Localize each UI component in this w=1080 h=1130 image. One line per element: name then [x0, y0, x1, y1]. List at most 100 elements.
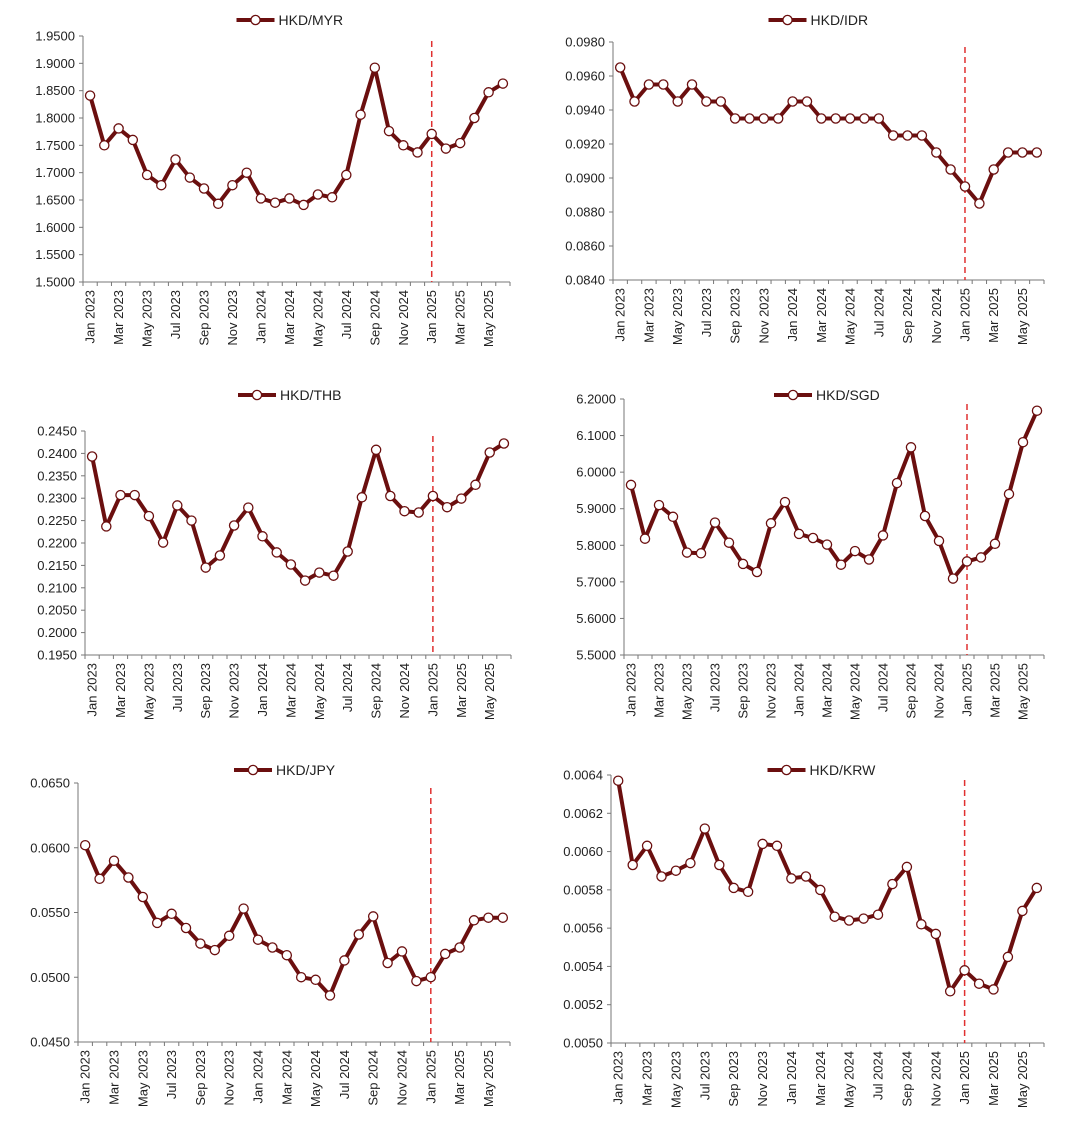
- hkd-myr-data-point: [184, 172, 196, 183]
- hkd-jpy-data-point: [180, 922, 192, 934]
- hkd-myr-y-tick-label: 1.8500: [35, 83, 75, 98]
- hkd-thb-x-tick-label: Nov 2024: [397, 663, 412, 719]
- hkd-sgd-data-point: [1031, 405, 1043, 416]
- hkd-krw-x-tick-label: May 2025: [1015, 1051, 1030, 1108]
- hkd-myr-x-tick-label: May 2025: [481, 290, 496, 347]
- hkd-jpy-x-tick-label: Nov 2024: [395, 1050, 410, 1106]
- hkd-myr-y-tick-label: 1.8000: [35, 111, 75, 126]
- hkd-idr-x-tick-label: Nov 2023: [756, 288, 771, 344]
- hkd-idr-data-point: [772, 113, 784, 124]
- hkd-sgd-data-point: [975, 552, 987, 563]
- hkd-krw-x-tick-label: Mar 2023: [640, 1051, 655, 1106]
- hkd-krw-y-tick-label: 0.0062: [563, 806, 603, 821]
- hkd-krw-data-point: [901, 861, 913, 873]
- hkd-myr-data-point: [255, 193, 267, 204]
- hkd-idr-x-tick-label: Jan 2025: [957, 288, 972, 342]
- hkd-krw-data-point: [930, 928, 942, 940]
- hkd-krw-legend: HKD/KRW: [767, 762, 877, 778]
- hkd-thb-x-tick-label: May 2023: [141, 663, 156, 720]
- hkd-sgd-x-tick-label: Sep 2023: [736, 663, 751, 719]
- hkd-jpy-data-point: [267, 942, 278, 953]
- hkd-idr-data-point: [686, 79, 698, 90]
- hkd-thb-y-tick-label: 0.1950: [37, 648, 77, 663]
- hkd-sgd-data-point: [709, 517, 721, 528]
- hkd-jpy-data-point: [94, 873, 105, 885]
- hkd-krw-x-tick-label: Nov 2024: [928, 1051, 943, 1107]
- hkd-thb-data-point: [115, 489, 126, 501]
- hkd-idr-legend-marker: [782, 14, 793, 26]
- hkd-sgd-data-point: [849, 545, 861, 557]
- hkd-myr-x-tick-label: Mar 2024: [282, 290, 297, 345]
- hkd-idr-x-tick-label: May 2023: [670, 288, 685, 345]
- hkd-myr-data-point: [454, 137, 466, 149]
- hkd-myr-data-point: [312, 189, 324, 200]
- hkd-myr-x-tick-label: Mar 2023: [111, 290, 126, 345]
- hkd-myr-x-tick-label: Nov 2024: [396, 290, 411, 346]
- hkd-myr-data-point: [170, 154, 181, 165]
- hkd-thb-data-point: [257, 531, 268, 542]
- hkd-myr-data-point: [398, 140, 409, 151]
- hkd-krw-data-point: [612, 775, 624, 786]
- hkd-myr-data-point: [212, 198, 224, 210]
- hkd-sgd-data-point: [681, 547, 693, 558]
- hkd-idr-y-tick-label: 0.0840: [565, 273, 605, 288]
- hkd-myr-legend: HKD/MYR: [236, 12, 343, 28]
- hkd-jpy-y-tick-label: 0.0500: [30, 970, 70, 985]
- hkd-krw-data-point: [771, 840, 783, 852]
- hkd-thb-data-point: [129, 489, 140, 501]
- hkd-sgd-x-tick-label: Jan 2024: [792, 663, 807, 717]
- hkd-myr-data-point: [227, 179, 238, 191]
- hkd-jpy-y-tick-label: 0.0650: [30, 776, 70, 791]
- hkd-thb-data-point: [200, 562, 211, 573]
- hkd-thb-data-point: [86, 451, 98, 462]
- hkd-idr-data-point: [945, 164, 956, 175]
- hkd-jpy-legend: HKD/JPY: [234, 762, 336, 778]
- hkd-thb-data-point: [328, 570, 339, 581]
- hkd-sgd-x-tick-label: May 2025: [1016, 663, 1031, 720]
- hkd-sgd-data-point: [835, 559, 847, 570]
- hkd-sgd-data-point: [625, 479, 637, 491]
- hkd-jpy-data-point: [468, 915, 480, 926]
- hkd-krw-data-point: [815, 884, 826, 896]
- hkd-krw-legend-label: HKD/KRW: [810, 762, 877, 778]
- hkd-thb-data-point: [285, 559, 297, 570]
- hkd-jpy-x-tick-label: Mar 2024: [279, 1050, 294, 1105]
- hkd-krw-data-point: [670, 865, 682, 876]
- hkd-krw-x-tick-label: Nov 2023: [755, 1051, 770, 1107]
- hkd-thb-data-point: [271, 547, 282, 558]
- hkd-thb-data-point: [228, 520, 240, 531]
- hkd-krw-data-point: [829, 911, 840, 922]
- hkd-idr-x-tick-label: Jan 2024: [785, 288, 800, 342]
- hkd-jpy-data-point: [439, 948, 451, 960]
- hkd-myr-x-tick-label: Jul 2023: [168, 290, 183, 339]
- hkd-thb-x-tick-label: Jan 2024: [255, 663, 270, 717]
- chart-hkd-myr-svg: 1.5000 1.5500 1.6000 1.6500 1.7000 1.7500 1.80…: [35, 12, 511, 347]
- hkd-krw-x-tick-label: Jan 2023: [611, 1051, 626, 1105]
- hkd-sgd-y-tick-label: 5.9000: [576, 501, 616, 516]
- hkd-myr-data-point: [84, 90, 96, 101]
- hkd-idr-x-tick-label: Jul 2024: [871, 288, 886, 337]
- hkd-idr-data-point: [1017, 147, 1028, 158]
- hkd-jpy-data-point: [79, 839, 91, 851]
- hkd-krw-x-tick-label: Jan 2025: [957, 1051, 972, 1105]
- hkd-krw-x-tick-label: Jan 2024: [784, 1051, 799, 1105]
- hkd-idr-x-tick-label: Jul 2023: [699, 288, 714, 337]
- hkd-myr-y-tick-label: 1.7500: [35, 138, 75, 153]
- hkd-myr-series-line: [88, 65, 504, 207]
- hkd-thb-data-point: [385, 490, 396, 502]
- hkd-myr-x-tick-label: May 2023: [140, 290, 155, 347]
- hkd-krw-data-point: [757, 838, 768, 850]
- hkd-jpy-data-point: [123, 872, 134, 883]
- hkd-krw-data-point: [699, 823, 711, 834]
- hkd-sgd-data-point: [765, 518, 777, 529]
- hkd-thb-legend: HKD/THB: [238, 387, 341, 403]
- hkd-myr-y-tick-label: 1.5500: [35, 247, 75, 262]
- hkd-sgd-x-tick-label: Mar 2025: [988, 663, 1003, 718]
- hkd-sgd-data-point: [905, 442, 917, 453]
- hkd-jpy-data-point: [411, 975, 422, 987]
- hkd-idr-data-point: [816, 113, 827, 124]
- hkd-idr-data-point: [916, 130, 928, 141]
- hkd-idr-data-point: [729, 113, 741, 124]
- hkd-thb-x-tick-label: Jul 2023: [170, 663, 185, 712]
- hkd-idr-x-tick-label: Mar 2025: [986, 288, 1001, 343]
